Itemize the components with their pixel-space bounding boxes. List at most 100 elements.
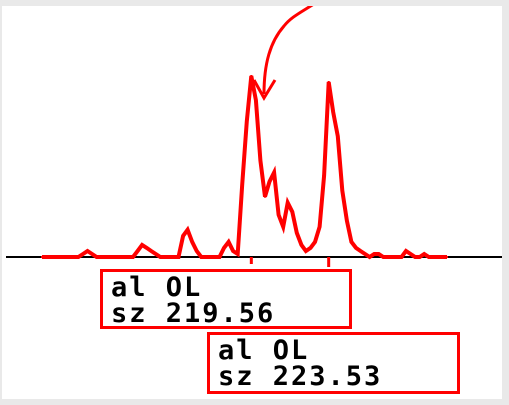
trace-point: [268, 180, 271, 183]
trace-point: [359, 250, 362, 252]
peak-label-2-allele: al OL: [218, 335, 310, 366]
trace-point: [223, 246, 225, 249]
trace-point: [250, 75, 253, 77]
trace-point: [91, 253, 94, 255]
trace-point: [72, 256, 75, 258]
trace-point: [45, 256, 48, 258]
trace-point: [200, 256, 203, 258]
trace-point: [327, 81, 330, 83]
trace-point: [382, 256, 385, 258]
trace-point: [391, 256, 394, 258]
trace-point: [295, 231, 298, 234]
trace-point: [286, 201, 289, 204]
chart-canvas: al OL sz 219.56 al OL sz 223.53: [2, 6, 502, 399]
trace-point: [104, 256, 107, 258]
trace-point: [400, 256, 403, 258]
trace-line: [42, 75, 447, 260]
trace-point: [409, 253, 412, 255]
trace-point: [386, 256, 389, 258]
trace-point: [54, 256, 57, 258]
trace-point: [68, 256, 71, 258]
trace-point: [273, 171, 276, 174]
trace-point: [141, 243, 144, 246]
trace-point: [145, 246, 148, 249]
trace-point: [122, 256, 125, 258]
trace-point: [173, 256, 175, 258]
trace-point: [118, 256, 121, 258]
trace-point: [227, 240, 230, 243]
trace-point: [377, 253, 380, 255]
trace-point: [441, 256, 444, 258]
trace-point: [318, 225, 321, 228]
trace-point: [300, 243, 303, 246]
trace-point: [432, 256, 435, 258]
trace-point: [314, 240, 316, 243]
trace-point: [277, 213, 280, 216]
peak-label-2: al OL sz 223.53: [205, 330, 462, 396]
trace-point: [191, 240, 194, 243]
trace-point: [427, 256, 430, 258]
trace-point: [127, 256, 130, 258]
trace-point: [418, 256, 421, 258]
peak-label-2-size: sz 223.53: [218, 361, 383, 392]
trace-point: [309, 246, 312, 249]
trace-point: [163, 256, 166, 258]
trace-point: [282, 225, 285, 228]
trace-point: [373, 253, 376, 255]
trace-point: [332, 111, 335, 114]
trace-point: [154, 253, 157, 255]
peak-label-1-allele: al OL: [111, 272, 203, 303]
trace-point: [186, 228, 189, 231]
trace-point: [414, 256, 417, 258]
trace-point: [304, 250, 307, 252]
peak-label-1-size: sz 219.56: [111, 298, 276, 329]
trace-point: [436, 256, 439, 258]
trace-point: [245, 120, 248, 123]
trace-point: [50, 256, 53, 258]
trace-point: [95, 256, 98, 258]
trace-point: [213, 256, 216, 258]
trace-point: [368, 256, 371, 258]
trace-point: [159, 256, 162, 258]
trace-point: [236, 253, 239, 255]
trace-point: [132, 256, 134, 258]
trace-point: [41, 256, 43, 258]
trace-point: [86, 250, 89, 252]
trace-point: [77, 256, 80, 258]
trace-point: [150, 250, 153, 252]
trace-point: [405, 250, 407, 252]
trace-point: [446, 256, 448, 258]
trace-point: [195, 250, 198, 252]
peak-label-1: al OL sz 219.56: [98, 267, 354, 331]
trace-point: [259, 159, 262, 162]
trace-point: [291, 210, 294, 213]
trace-point: [113, 256, 116, 258]
trace-point: [355, 246, 357, 249]
trace-point: [395, 256, 398, 258]
trace-point: [182, 234, 185, 237]
trace-point: [254, 99, 257, 102]
trace-point: [232, 250, 235, 252]
trace-point: [204, 256, 207, 258]
trace-point: [63, 256, 66, 258]
trace-point: [209, 256, 212, 258]
trace-point: [241, 183, 244, 186]
trace-point: [82, 253, 84, 255]
trace-point: [341, 189, 344, 192]
trace-point: [364, 253, 367, 255]
trace-point: [264, 195, 266, 198]
annotation-arrow: [262, 6, 314, 95]
trace-point: [100, 256, 103, 258]
trace-point: [350, 240, 353, 243]
trace-point: [59, 256, 62, 258]
trace-point: [168, 256, 171, 258]
trace-point: [323, 174, 326, 177]
trace-point: [423, 253, 426, 255]
trace-point: [218, 256, 221, 258]
trace-point: [109, 256, 112, 258]
annotation-arrow-head: [252, 79, 277, 101]
trace-point: [177, 256, 180, 258]
trace-point: [136, 250, 139, 252]
trace-point: [345, 219, 348, 222]
trace-point: [336, 135, 339, 138]
